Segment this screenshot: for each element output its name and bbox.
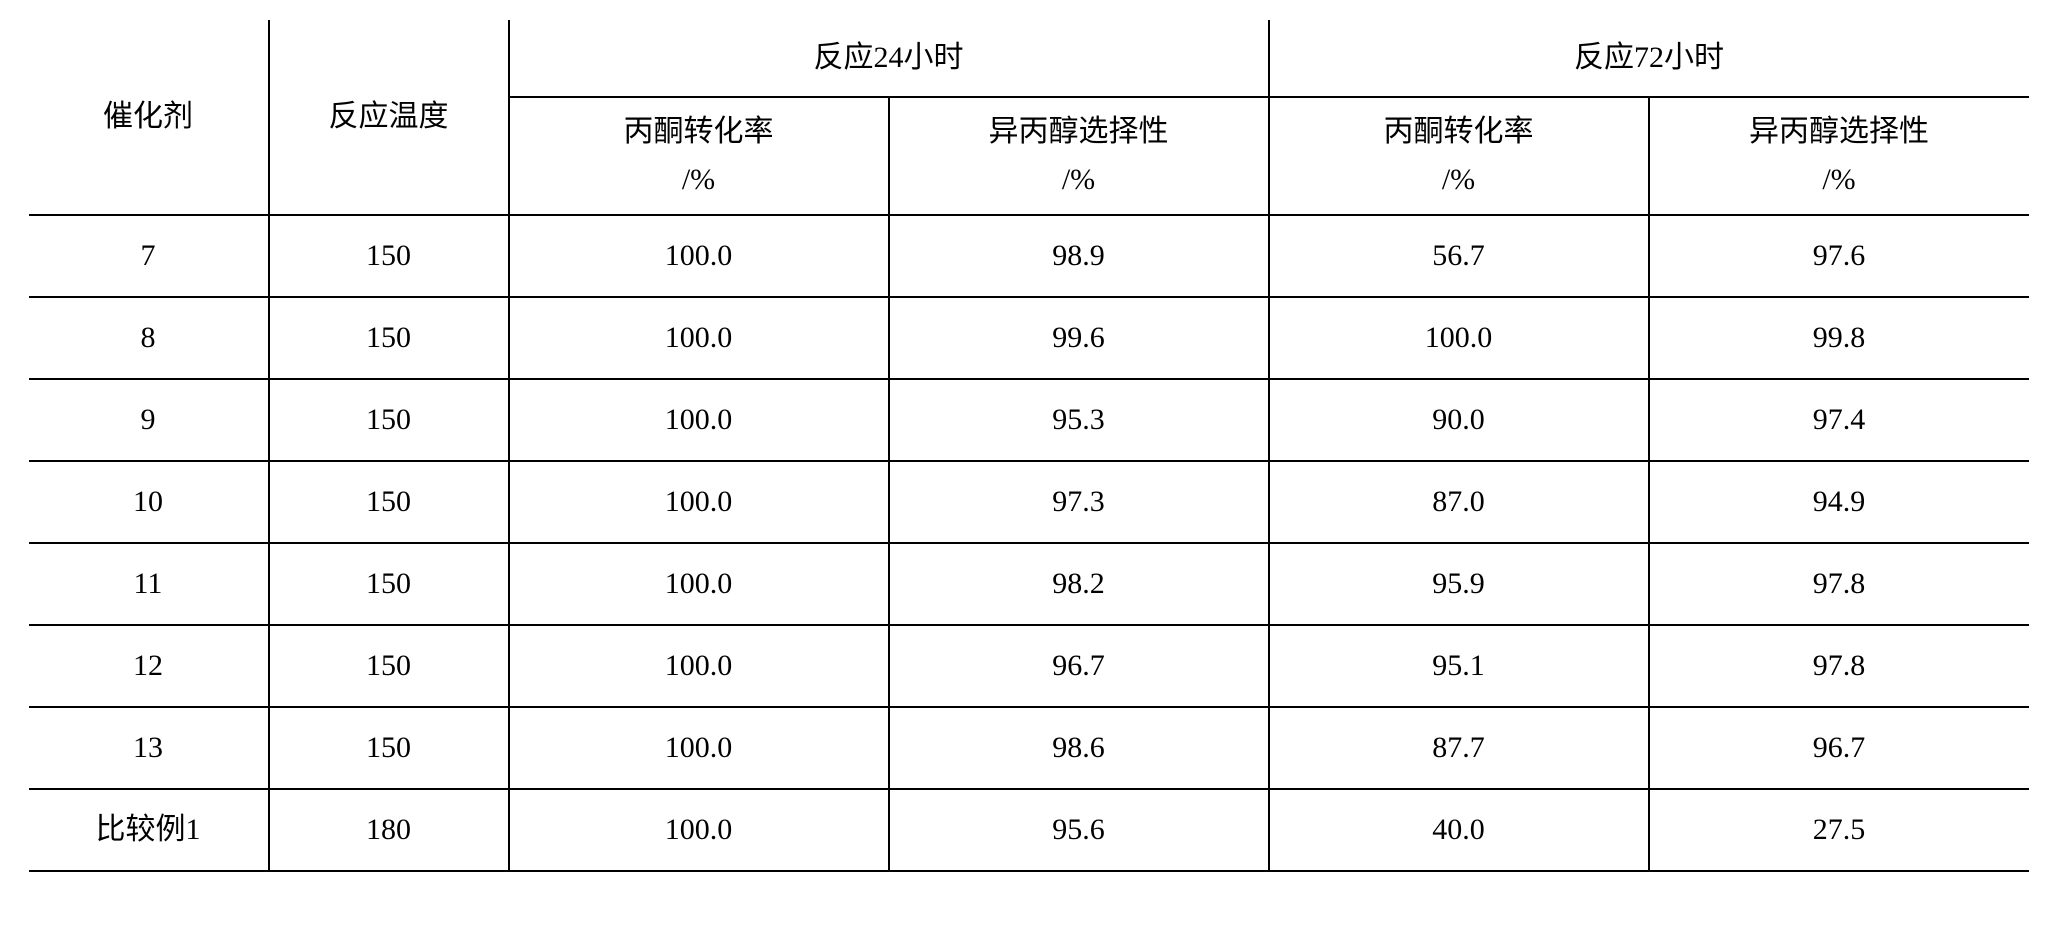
header-text-line: 丙酮转化率 [520, 108, 878, 156]
cell-conv-72h: 87.7 [1269, 707, 1649, 789]
cell-conv-72h: 90.0 [1269, 379, 1649, 461]
table-row: 9 150 100.0 95.3 90.0 97.4 [29, 379, 2029, 461]
cell-sel-72h: 27.5 [1649, 789, 2029, 871]
cell-conv-72h: 56.7 [1269, 215, 1649, 297]
catalyst-results-table-container: 催化剂 反应温度 反应24小时 反应72小时 丙酮转化率 /% 异丙醇选择性 /… [29, 20, 2029, 872]
table-row: 11 150 100.0 98.2 95.9 97.8 [29, 543, 2029, 625]
cell-conv-24h: 100.0 [509, 215, 889, 297]
table-row: 10 150 100.0 97.3 87.0 94.9 [29, 461, 2029, 543]
cell-catalyst: 9 [29, 379, 269, 461]
cell-sel-24h: 95.3 [889, 379, 1269, 461]
cell-sel-24h: 98.2 [889, 543, 1269, 625]
table-header-row-1: 催化剂 反应温度 反应24小时 反应72小时 [29, 20, 2029, 97]
table-row: 8 150 100.0 99.6 100.0 99.8 [29, 297, 2029, 379]
table-row: 12 150 100.0 96.7 95.1 97.8 [29, 625, 2029, 707]
cell-conv-24h: 100.0 [509, 789, 889, 871]
cell-conv-24h: 100.0 [509, 625, 889, 707]
cell-catalyst: 13 [29, 707, 269, 789]
cell-sel-24h: 98.6 [889, 707, 1269, 789]
cell-temperature: 150 [269, 297, 509, 379]
cell-sel-72h: 97.8 [1649, 543, 2029, 625]
cell-sel-24h: 99.6 [889, 297, 1269, 379]
header-group-72h: 反应72小时 [1269, 20, 2029, 97]
header-conversion-24h: 丙酮转化率 /% [509, 97, 889, 215]
cell-conv-24h: 100.0 [509, 543, 889, 625]
cell-conv-72h: 95.1 [1269, 625, 1649, 707]
cell-conv-24h: 100.0 [509, 461, 889, 543]
cell-conv-24h: 100.0 [509, 379, 889, 461]
cell-temperature: 150 [269, 379, 509, 461]
header-text-line: 异丙醇选择性 [1660, 108, 2019, 156]
cell-temperature: 180 [269, 789, 509, 871]
catalyst-results-table: 催化剂 反应温度 反应24小时 反应72小时 丙酮转化率 /% 异丙醇选择性 /… [29, 20, 2029, 872]
header-text-line: /% [900, 156, 1258, 204]
cell-temperature: 150 [269, 543, 509, 625]
cell-sel-72h: 96.7 [1649, 707, 2029, 789]
cell-sel-72h: 99.8 [1649, 297, 2029, 379]
cell-catalyst: 8 [29, 297, 269, 379]
table-row: 13 150 100.0 98.6 87.7 96.7 [29, 707, 2029, 789]
cell-catalyst: 10 [29, 461, 269, 543]
header-text-line: /% [520, 156, 878, 204]
cell-temperature: 150 [269, 215, 509, 297]
cell-catalyst: 比较例1 [29, 789, 269, 871]
header-group-24h: 反应24小时 [509, 20, 1269, 97]
cell-conv-72h: 87.0 [1269, 461, 1649, 543]
header-temperature: 反应温度 [269, 20, 509, 215]
cell-catalyst: 11 [29, 543, 269, 625]
header-text-line: 丙酮转化率 [1280, 108, 1638, 156]
cell-sel-72h: 97.8 [1649, 625, 2029, 707]
cell-conv-72h: 100.0 [1269, 297, 1649, 379]
table-row: 7 150 100.0 98.9 56.7 97.6 [29, 215, 2029, 297]
header-text-line: /% [1280, 156, 1638, 204]
cell-temperature: 150 [269, 625, 509, 707]
cell-sel-72h: 94.9 [1649, 461, 2029, 543]
header-text-line: /% [1660, 156, 2019, 204]
table-body: 7 150 100.0 98.9 56.7 97.6 8 150 100.0 9… [29, 215, 2029, 871]
cell-catalyst: 7 [29, 215, 269, 297]
cell-sel-72h: 97.4 [1649, 379, 2029, 461]
header-selectivity-24h: 异丙醇选择性 /% [889, 97, 1269, 215]
header-selectivity-72h: 异丙醇选择性 /% [1649, 97, 2029, 215]
cell-sel-24h: 98.9 [889, 215, 1269, 297]
cell-sel-24h: 96.7 [889, 625, 1269, 707]
header-text-line: 异丙醇选择性 [900, 108, 1258, 156]
cell-conv-24h: 100.0 [509, 297, 889, 379]
cell-temperature: 150 [269, 707, 509, 789]
cell-sel-24h: 95.6 [889, 789, 1269, 871]
table-row: 比较例1 180 100.0 95.6 40.0 27.5 [29, 789, 2029, 871]
cell-conv-72h: 95.9 [1269, 543, 1649, 625]
cell-sel-72h: 97.6 [1649, 215, 2029, 297]
table-header: 催化剂 反应温度 反应24小时 反应72小时 丙酮转化率 /% 异丙醇选择性 /… [29, 20, 2029, 215]
cell-catalyst: 12 [29, 625, 269, 707]
header-conversion-72h: 丙酮转化率 /% [1269, 97, 1649, 215]
cell-temperature: 150 [269, 461, 509, 543]
cell-conv-24h: 100.0 [509, 707, 889, 789]
cell-sel-24h: 97.3 [889, 461, 1269, 543]
header-catalyst: 催化剂 [29, 20, 269, 215]
cell-conv-72h: 40.0 [1269, 789, 1649, 871]
